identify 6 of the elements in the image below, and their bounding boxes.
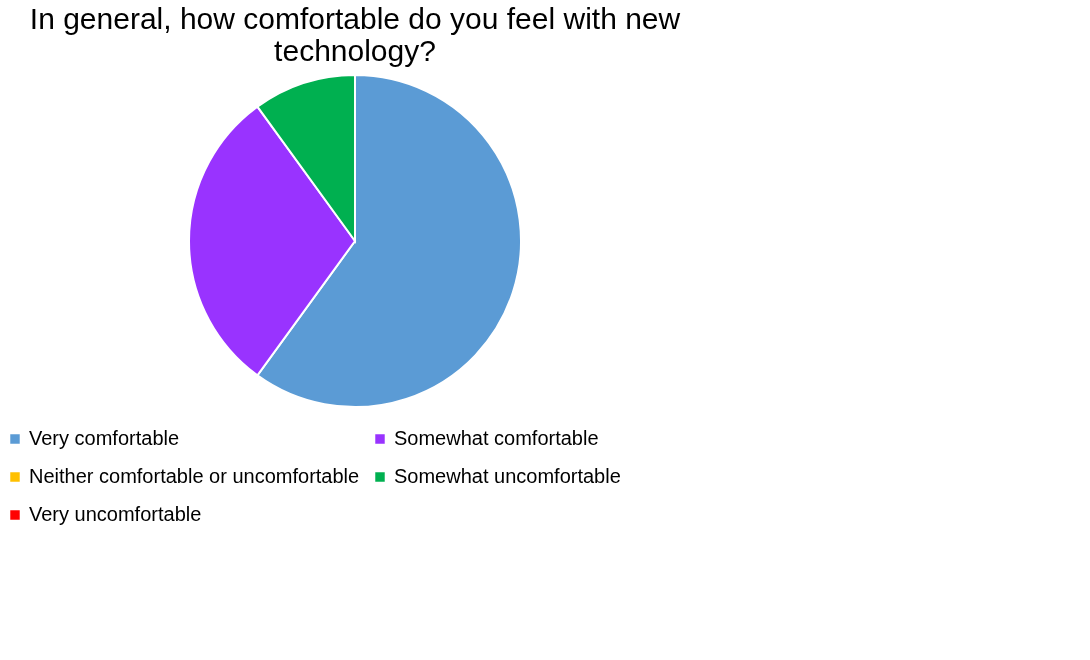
legend-label: Very uncomfortable	[29, 503, 202, 525]
legend-label: Somewhat uncomfortable	[394, 465, 621, 487]
legend-label: Very comfortable	[29, 427, 180, 449]
chart-title: In general, how comfortable do you feel with new technology?	[29, 2, 681, 67]
legend-label: Neither comfortable or uncomfortable	[29, 465, 360, 487]
legend-label: Somewhat comfortable	[394, 427, 599, 449]
